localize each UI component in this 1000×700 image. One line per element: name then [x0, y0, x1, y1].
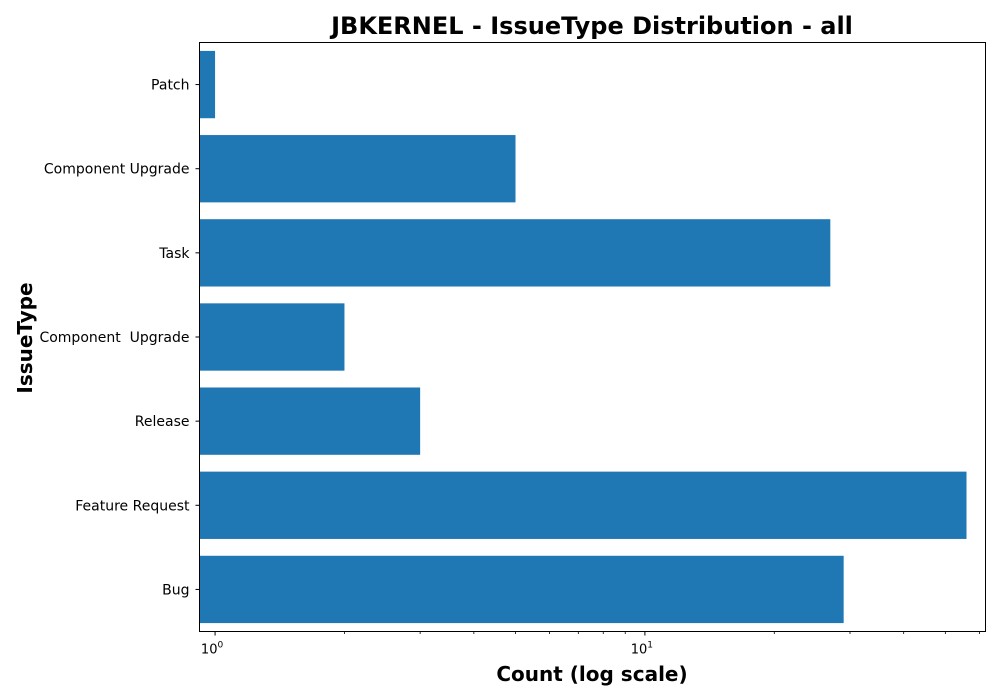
bars-group: [199, 50, 967, 624]
bar-0: [199, 50, 216, 119]
y-tick-label: Patch: [151, 78, 189, 94]
bar-4: [199, 387, 421, 455]
y-axis-label: IssueType: [13, 282, 37, 393]
y-tick-label: Release: [135, 414, 190, 430]
y-tick-label: Feature Request: [75, 498, 190, 514]
plot-frame: [199, 42, 986, 632]
bar-3: [199, 303, 345, 371]
bar-6: [199, 555, 844, 624]
bar-1: [199, 135, 516, 203]
x-tick-label: 100: [201, 641, 224, 658]
chart-title: JBKERNEL - IssueType Distribution - all: [329, 12, 853, 40]
y-ticks-group: Patch Component Upgrade Task Component Upgr…: [39, 78, 200, 598]
x-axis-label: Count (log scale): [496, 662, 687, 686]
y-tick-label: Bug: [162, 582, 189, 598]
y-tick-label: Task: [158, 246, 190, 262]
x-tick-label: 101: [631, 641, 653, 658]
x-ticks-group: 100 101: [201, 631, 980, 658]
bar-2: [199, 219, 831, 287]
y-tick-label: Component Upgrade: [39, 330, 189, 346]
bar-5: [199, 471, 967, 539]
y-tick-label: Component Upgrade: [44, 162, 190, 178]
